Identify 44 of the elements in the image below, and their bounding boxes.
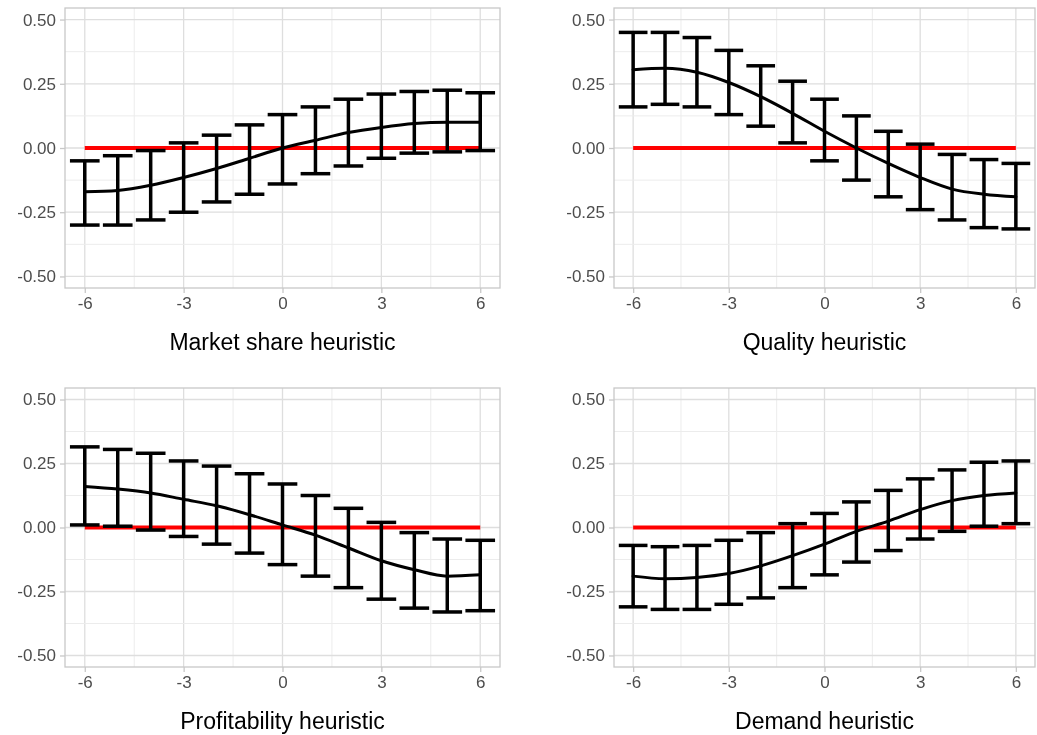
x-axis-title: Quality heuristic (742, 329, 907, 355)
x-tick-label: -6 (77, 673, 93, 693)
x-tick-label: 6 (1011, 294, 1022, 314)
x-axis-title: Profitability heuristic (180, 708, 385, 734)
x-tick-label: 6 (1011, 673, 1022, 693)
y-tick-label: 0.25 (22, 74, 56, 94)
y-tick-label: 0.25 (571, 454, 605, 474)
y-tick-label: 0.00 (22, 518, 56, 538)
x-tick-label: 3 (377, 673, 387, 693)
x-tick-label: -6 (626, 673, 642, 693)
x-tick-label: -3 (176, 294, 192, 314)
x-tick-label: -3 (721, 294, 737, 314)
x-tick-label: 0 (820, 673, 830, 693)
y-tick-label: -0.50 (566, 646, 605, 666)
x-tick-label: -3 (721, 673, 737, 693)
x-tick-label: -6 (626, 294, 642, 314)
y-tick-label: 0.50 (22, 10, 56, 30)
y-tick-label: 0.00 (571, 518, 605, 538)
x-tick-label: 3 (915, 673, 926, 693)
x-tick-label: 0 (278, 294, 288, 314)
y-tick-label: -0.25 (566, 203, 605, 223)
y-tick-label: -0.25 (17, 582, 56, 602)
x-tick-label: 6 (475, 673, 486, 693)
x-axis-title: Market share heuristic (169, 329, 396, 355)
x-tick-label: 0 (278, 673, 288, 693)
x-tick-label: 6 (475, 294, 486, 314)
y-tick-label: 0.00 (571, 138, 605, 158)
y-tick-label: -0.50 (17, 646, 56, 666)
y-tick-label: -0.25 (566, 582, 605, 602)
x-axis-title: Demand heuristic (735, 708, 914, 734)
y-tick-label: 0.50 (22, 390, 56, 410)
y-tick-label: 0.25 (571, 74, 605, 94)
x-tick-label: 3 (915, 294, 926, 314)
x-tick-label: 0 (820, 294, 830, 314)
x-tick-label: 3 (377, 294, 387, 314)
y-tick-label: -0.50 (17, 267, 56, 287)
x-tick-label: -6 (77, 294, 93, 314)
x-tick-label: -3 (176, 673, 192, 693)
y-tick-label: 0.50 (571, 10, 605, 30)
y-tick-label: 0.00 (22, 138, 56, 158)
y-tick-label: -0.25 (17, 203, 56, 223)
y-tick-label: 0.50 (571, 390, 605, 410)
y-tick-label: 0.25 (22, 454, 56, 474)
y-tick-label: -0.50 (566, 267, 605, 287)
